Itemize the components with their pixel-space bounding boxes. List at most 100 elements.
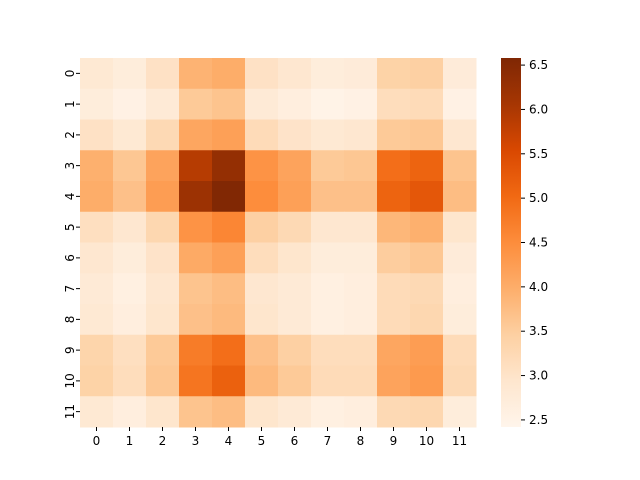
heatmap-cell-0-8 [344, 58, 378, 90]
heatmap-cell-2-10 [410, 119, 444, 151]
heatmap-cell-8-4 [212, 304, 246, 336]
heatmap-cell-6-0 [80, 242, 114, 274]
heatmap-cell-1-2 [146, 88, 180, 120]
heatmap-cell-0-10 [410, 58, 444, 90]
heatmap-cell-8-5 [245, 304, 279, 336]
heatmap-cell-4-11 [443, 181, 477, 213]
heatmap-cell-1-11 [443, 88, 477, 120]
heatmap-cell-10-8 [344, 365, 378, 397]
heatmap-cell-10-0 [80, 365, 114, 397]
heatmap-cell-1-7 [311, 88, 345, 120]
heatmap-cell-2-2 [146, 119, 180, 151]
heatmap-cell-1-10 [410, 88, 444, 120]
heatmap-cell-6-11 [443, 242, 477, 274]
heatmap-cell-7-5 [245, 273, 279, 305]
heatmap-cell-8-9 [377, 304, 411, 336]
heatmap-cell-10-7 [311, 365, 345, 397]
heatmap-cell-0-9 [377, 58, 411, 90]
heatmap-cell-5-9 [377, 211, 411, 243]
heatmap-cell-5-11 [443, 211, 477, 243]
colorbar-tick-label: 4.5 [529, 236, 548, 250]
heatmap-cell-4-8 [344, 181, 378, 213]
heatmap-cell-11-2 [146, 396, 180, 428]
heatmap-cell-3-3 [179, 150, 213, 182]
heatmap-cell-0-0 [80, 58, 114, 90]
heatmap-cell-5-2 [146, 211, 180, 243]
heatmap-cell-3-6 [278, 150, 312, 182]
heatmap-cell-10-9 [377, 365, 411, 397]
heatmap-cell-4-9 [377, 181, 411, 213]
colorbar-tick-label: 6.5 [529, 58, 548, 72]
heatmap-cell-9-3 [179, 334, 213, 366]
heatmap-cell-3-9 [377, 150, 411, 182]
heatmap-cell-2-8 [344, 119, 378, 151]
heatmap-cell-2-5 [245, 119, 279, 151]
heatmap-cell-11-9 [377, 396, 411, 428]
heatmap-cell-0-2 [146, 58, 180, 90]
heatmap-cell-0-5 [245, 58, 279, 90]
heatmap-cell-9-7 [311, 334, 345, 366]
y-tick-label: 0 [63, 70, 77, 78]
heatmap-cell-11-3 [179, 396, 213, 428]
heatmap-cell-1-4 [212, 88, 246, 120]
heatmap-cell-3-5 [245, 150, 279, 182]
colorbar-tick-label: 5.5 [529, 147, 548, 161]
heatmap-cell-9-2 [146, 334, 180, 366]
heatmap-cell-8-1 [113, 304, 147, 336]
heatmap-cell-4-0 [80, 181, 114, 213]
heatmap-cell-8-6 [278, 304, 312, 336]
y-tick-label: 9 [63, 346, 77, 354]
heatmap-cell-1-8 [344, 88, 378, 120]
heatmap-cell-5-10 [410, 211, 444, 243]
heatmap-cell-10-1 [113, 365, 147, 397]
heatmap-cell-9-6 [278, 334, 312, 366]
heatmap-cell-8-10 [410, 304, 444, 336]
heatmap-cell-11-4 [212, 396, 246, 428]
heatmap-cell-5-8 [344, 211, 378, 243]
heatmap-cell-7-10 [410, 273, 444, 305]
heatmap-cell-3-1 [113, 150, 147, 182]
heatmap-cell-5-5 [245, 211, 279, 243]
x-tick-label: 1 [126, 434, 134, 448]
colorbar-gradient [501, 58, 521, 427]
y-tick-label: 10 [63, 373, 77, 388]
x-tick-label: 3 [192, 434, 200, 448]
heatmap-cell-7-8 [344, 273, 378, 305]
y-tick-label: 3 [63, 162, 77, 170]
heatmap-cell-2-4 [212, 119, 246, 151]
heatmap-cell-6-3 [179, 242, 213, 274]
heatmap-cell-7-6 [278, 273, 312, 305]
x-tick-label: 2 [159, 434, 167, 448]
x-tick-label: 6 [291, 434, 299, 448]
heatmap-cell-8-3 [179, 304, 213, 336]
heatmap-cell-3-4 [212, 150, 246, 182]
heatmap-cell-7-4 [212, 273, 246, 305]
heatmap-cell-6-7 [311, 242, 345, 274]
heatmap-cell-11-8 [344, 396, 378, 428]
heatmap-cell-7-0 [80, 273, 114, 305]
colorbar-tick-label: 3.5 [529, 324, 548, 338]
heatmap-cells [80, 58, 477, 428]
x-tick-label: 7 [324, 434, 332, 448]
heatmap-cell-0-6 [278, 58, 312, 90]
heatmap-cell-2-6 [278, 119, 312, 151]
heatmap-cell-8-7 [311, 304, 345, 336]
heatmap-cell-10-10 [410, 365, 444, 397]
heatmap-cell-2-1 [113, 119, 147, 151]
heatmap-cell-5-3 [179, 211, 213, 243]
heatmap-cell-11-7 [311, 396, 345, 428]
heatmap-cell-7-3 [179, 273, 213, 305]
heatmap-cell-6-5 [245, 242, 279, 274]
heatmap-cell-11-1 [113, 396, 147, 428]
heatmap-cell-8-2 [146, 304, 180, 336]
x-tick-label: 9 [390, 434, 398, 448]
heatmap-cell-6-4 [212, 242, 246, 274]
heatmap-cell-7-1 [113, 273, 147, 305]
heatmap-cell-6-1 [113, 242, 147, 274]
heatmap-cell-6-9 [377, 242, 411, 274]
heatmap-cell-4-4 [212, 181, 246, 213]
heatmap-cell-9-4 [212, 334, 246, 366]
heatmap-cell-5-4 [212, 211, 246, 243]
heatmap-cell-1-3 [179, 88, 213, 120]
